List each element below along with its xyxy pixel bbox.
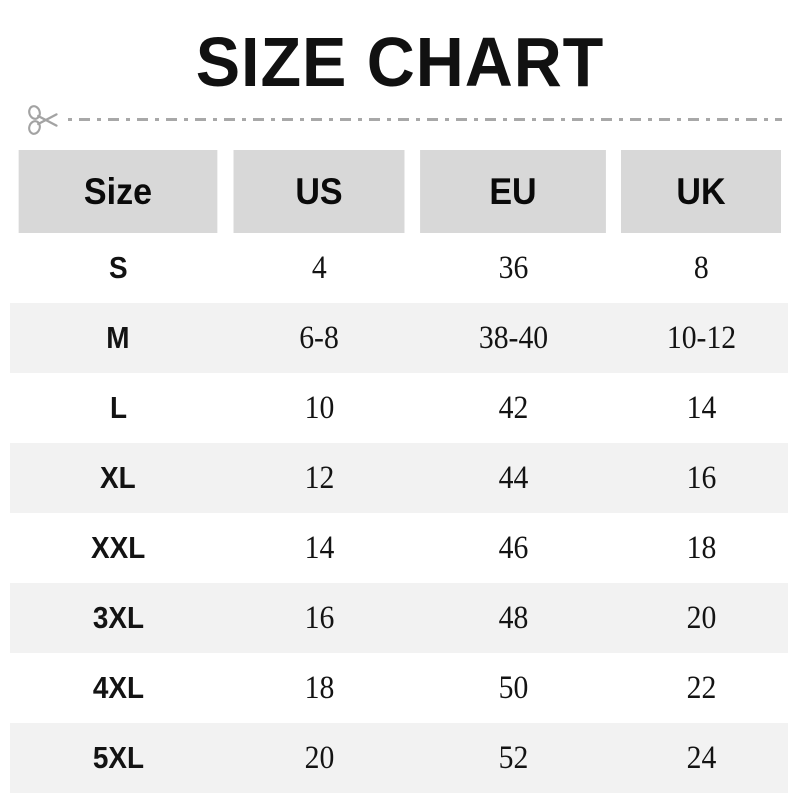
cell-eu: 50 <box>412 653 614 723</box>
cell-eu: 48 <box>412 583 614 653</box>
table-row: M 6-8 38-40 10-12 <box>10 303 788 373</box>
scissors-icon <box>26 104 62 136</box>
cell-us: 12 <box>226 443 412 513</box>
cut-line <box>22 103 782 137</box>
cell-eu-text: 42 <box>498 389 528 426</box>
cell-eu-text: 36 <box>498 249 528 286</box>
table-row: XL 12 44 16 <box>10 443 788 513</box>
page-title: SIZE CHART <box>195 23 605 101</box>
cell-uk-text: 10-12 <box>666 319 736 356</box>
column-header-size: Size <box>18 150 218 233</box>
cell-eu: 38-40 <box>412 303 614 373</box>
cell-eu-text: 46 <box>498 529 528 566</box>
cell-eu: 44 <box>412 443 614 513</box>
cell-eu: 42 <box>412 373 614 443</box>
cell-eu-text: 52 <box>498 739 528 776</box>
table-body: S 4 36 8 M 6-8 38-40 10-12 L 10 42 14 XL… <box>10 233 788 793</box>
cell-us-text: 4 <box>311 249 327 286</box>
cell-size-text: XL <box>100 460 136 495</box>
table-header: Size US EU UK <box>10 150 788 233</box>
cell-us-text: 12 <box>304 459 334 496</box>
cell-uk-text: 8 <box>693 249 709 286</box>
cell-us-text: 18 <box>304 669 334 706</box>
cell-us: 20 <box>226 723 412 793</box>
cell-us: 4 <box>226 233 412 303</box>
cell-uk: 20 <box>614 583 788 653</box>
cell-eu: 46 <box>412 513 614 583</box>
cell-uk-text: 18 <box>686 529 716 566</box>
cell-us: 18 <box>226 653 412 723</box>
cell-uk: 14 <box>614 373 788 443</box>
cell-uk: 10-12 <box>614 303 788 373</box>
cell-eu: 36 <box>412 233 614 303</box>
cell-us-text: 6-8 <box>299 319 339 356</box>
cell-size: 3XL <box>10 583 226 653</box>
cell-size: M <box>10 303 226 373</box>
cell-us: 16 <box>226 583 412 653</box>
cell-eu-text: 50 <box>498 669 528 706</box>
size-chart-table: Size US EU UK S 4 36 8 M 6-8 38-40 10-12… <box>10 150 788 793</box>
column-header-us: US <box>233 150 405 233</box>
cell-uk-text: 24 <box>686 739 716 776</box>
cell-uk-text: 14 <box>686 389 716 426</box>
table-row: 5XL 20 52 24 <box>10 723 788 793</box>
cell-uk: 8 <box>614 233 788 303</box>
cell-size: 4XL <box>10 653 226 723</box>
cell-uk-text: 16 <box>686 459 716 496</box>
cell-size: L <box>10 373 226 443</box>
cell-size: S <box>10 233 226 303</box>
cell-eu-text: 38-40 <box>478 319 548 356</box>
table-row: 3XL 16 48 20 <box>10 583 788 653</box>
cell-us: 14 <box>226 513 412 583</box>
cell-size-text: XXL <box>90 530 146 565</box>
cut-dash-line <box>68 118 782 121</box>
cell-eu-text: 48 <box>498 599 528 636</box>
column-header-eu: EU <box>420 150 606 233</box>
cell-us: 10 <box>226 373 412 443</box>
header-row: Size US EU UK <box>10 150 788 233</box>
cell-size-text: M <box>106 320 130 355</box>
cell-uk: 24 <box>614 723 788 793</box>
cell-uk-text: 22 <box>686 669 716 706</box>
cell-us-text: 14 <box>304 529 334 566</box>
cell-size-text: L <box>109 390 127 425</box>
cell-size: 5XL <box>10 723 226 793</box>
cell-us-text: 10 <box>304 389 334 426</box>
table-row: S 4 36 8 <box>10 233 788 303</box>
cell-uk: 16 <box>614 443 788 513</box>
cell-eu-text: 44 <box>498 459 528 496</box>
cell-uk: 18 <box>614 513 788 583</box>
cell-size-text: 3XL <box>92 600 144 635</box>
cell-size-text: 4XL <box>92 670 144 705</box>
cell-eu: 52 <box>412 723 614 793</box>
cell-size: XL <box>10 443 226 513</box>
cell-us-text: 16 <box>304 599 334 636</box>
cell-uk-text: 20 <box>686 599 716 636</box>
cell-us-text: 20 <box>304 739 334 776</box>
column-header-uk: UK <box>620 150 782 233</box>
cell-size: XXL <box>10 513 226 583</box>
table-row: L 10 42 14 <box>10 373 788 443</box>
table-row: XXL 14 46 18 <box>10 513 788 583</box>
cell-size-text: 5XL <box>92 740 144 775</box>
cell-uk: 22 <box>614 653 788 723</box>
cell-us: 6-8 <box>226 303 412 373</box>
cell-size-text: S <box>108 250 128 285</box>
table-row: 4XL 18 50 22 <box>10 653 788 723</box>
